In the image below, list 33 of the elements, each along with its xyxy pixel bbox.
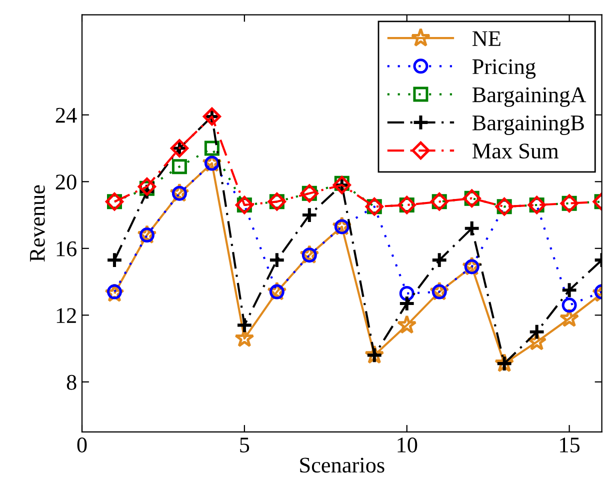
point <box>562 298 577 313</box>
x-tick-label: 10 <box>398 437 418 452</box>
y-tick-label: 24 <box>56 108 77 123</box>
legend-label: NE <box>472 31 500 46</box>
point <box>398 295 416 312</box>
x-tick-label: 5 <box>240 438 250 452</box>
y-tick-label: 16 <box>56 241 76 256</box>
point <box>397 314 417 334</box>
point <box>560 282 578 299</box>
point <box>172 159 187 174</box>
y-axis-title: Revenue <box>30 185 45 262</box>
point <box>268 252 286 269</box>
point <box>463 220 480 237</box>
x-tick-label: 15 <box>560 438 580 452</box>
point <box>300 206 318 224</box>
point <box>236 316 253 334</box>
point <box>464 259 480 274</box>
point <box>528 323 546 340</box>
legend-label: Pricing <box>472 59 536 79</box>
y-tick-label: 20 <box>56 174 76 190</box>
point <box>138 178 156 196</box>
point <box>234 328 254 348</box>
point <box>559 308 580 328</box>
y-tick-label: 12 <box>56 308 76 323</box>
point <box>204 140 220 156</box>
legend-label: BargainingB <box>472 115 584 135</box>
x-tick-label: 0 <box>77 437 87 452</box>
legend-label: Max Sum <box>472 144 559 159</box>
y-tick-label: 8 <box>66 374 76 390</box>
point <box>430 252 448 269</box>
legend-label: BargainingA <box>472 87 586 107</box>
point <box>106 252 123 269</box>
x-axis-title: Scenarios <box>300 458 384 473</box>
